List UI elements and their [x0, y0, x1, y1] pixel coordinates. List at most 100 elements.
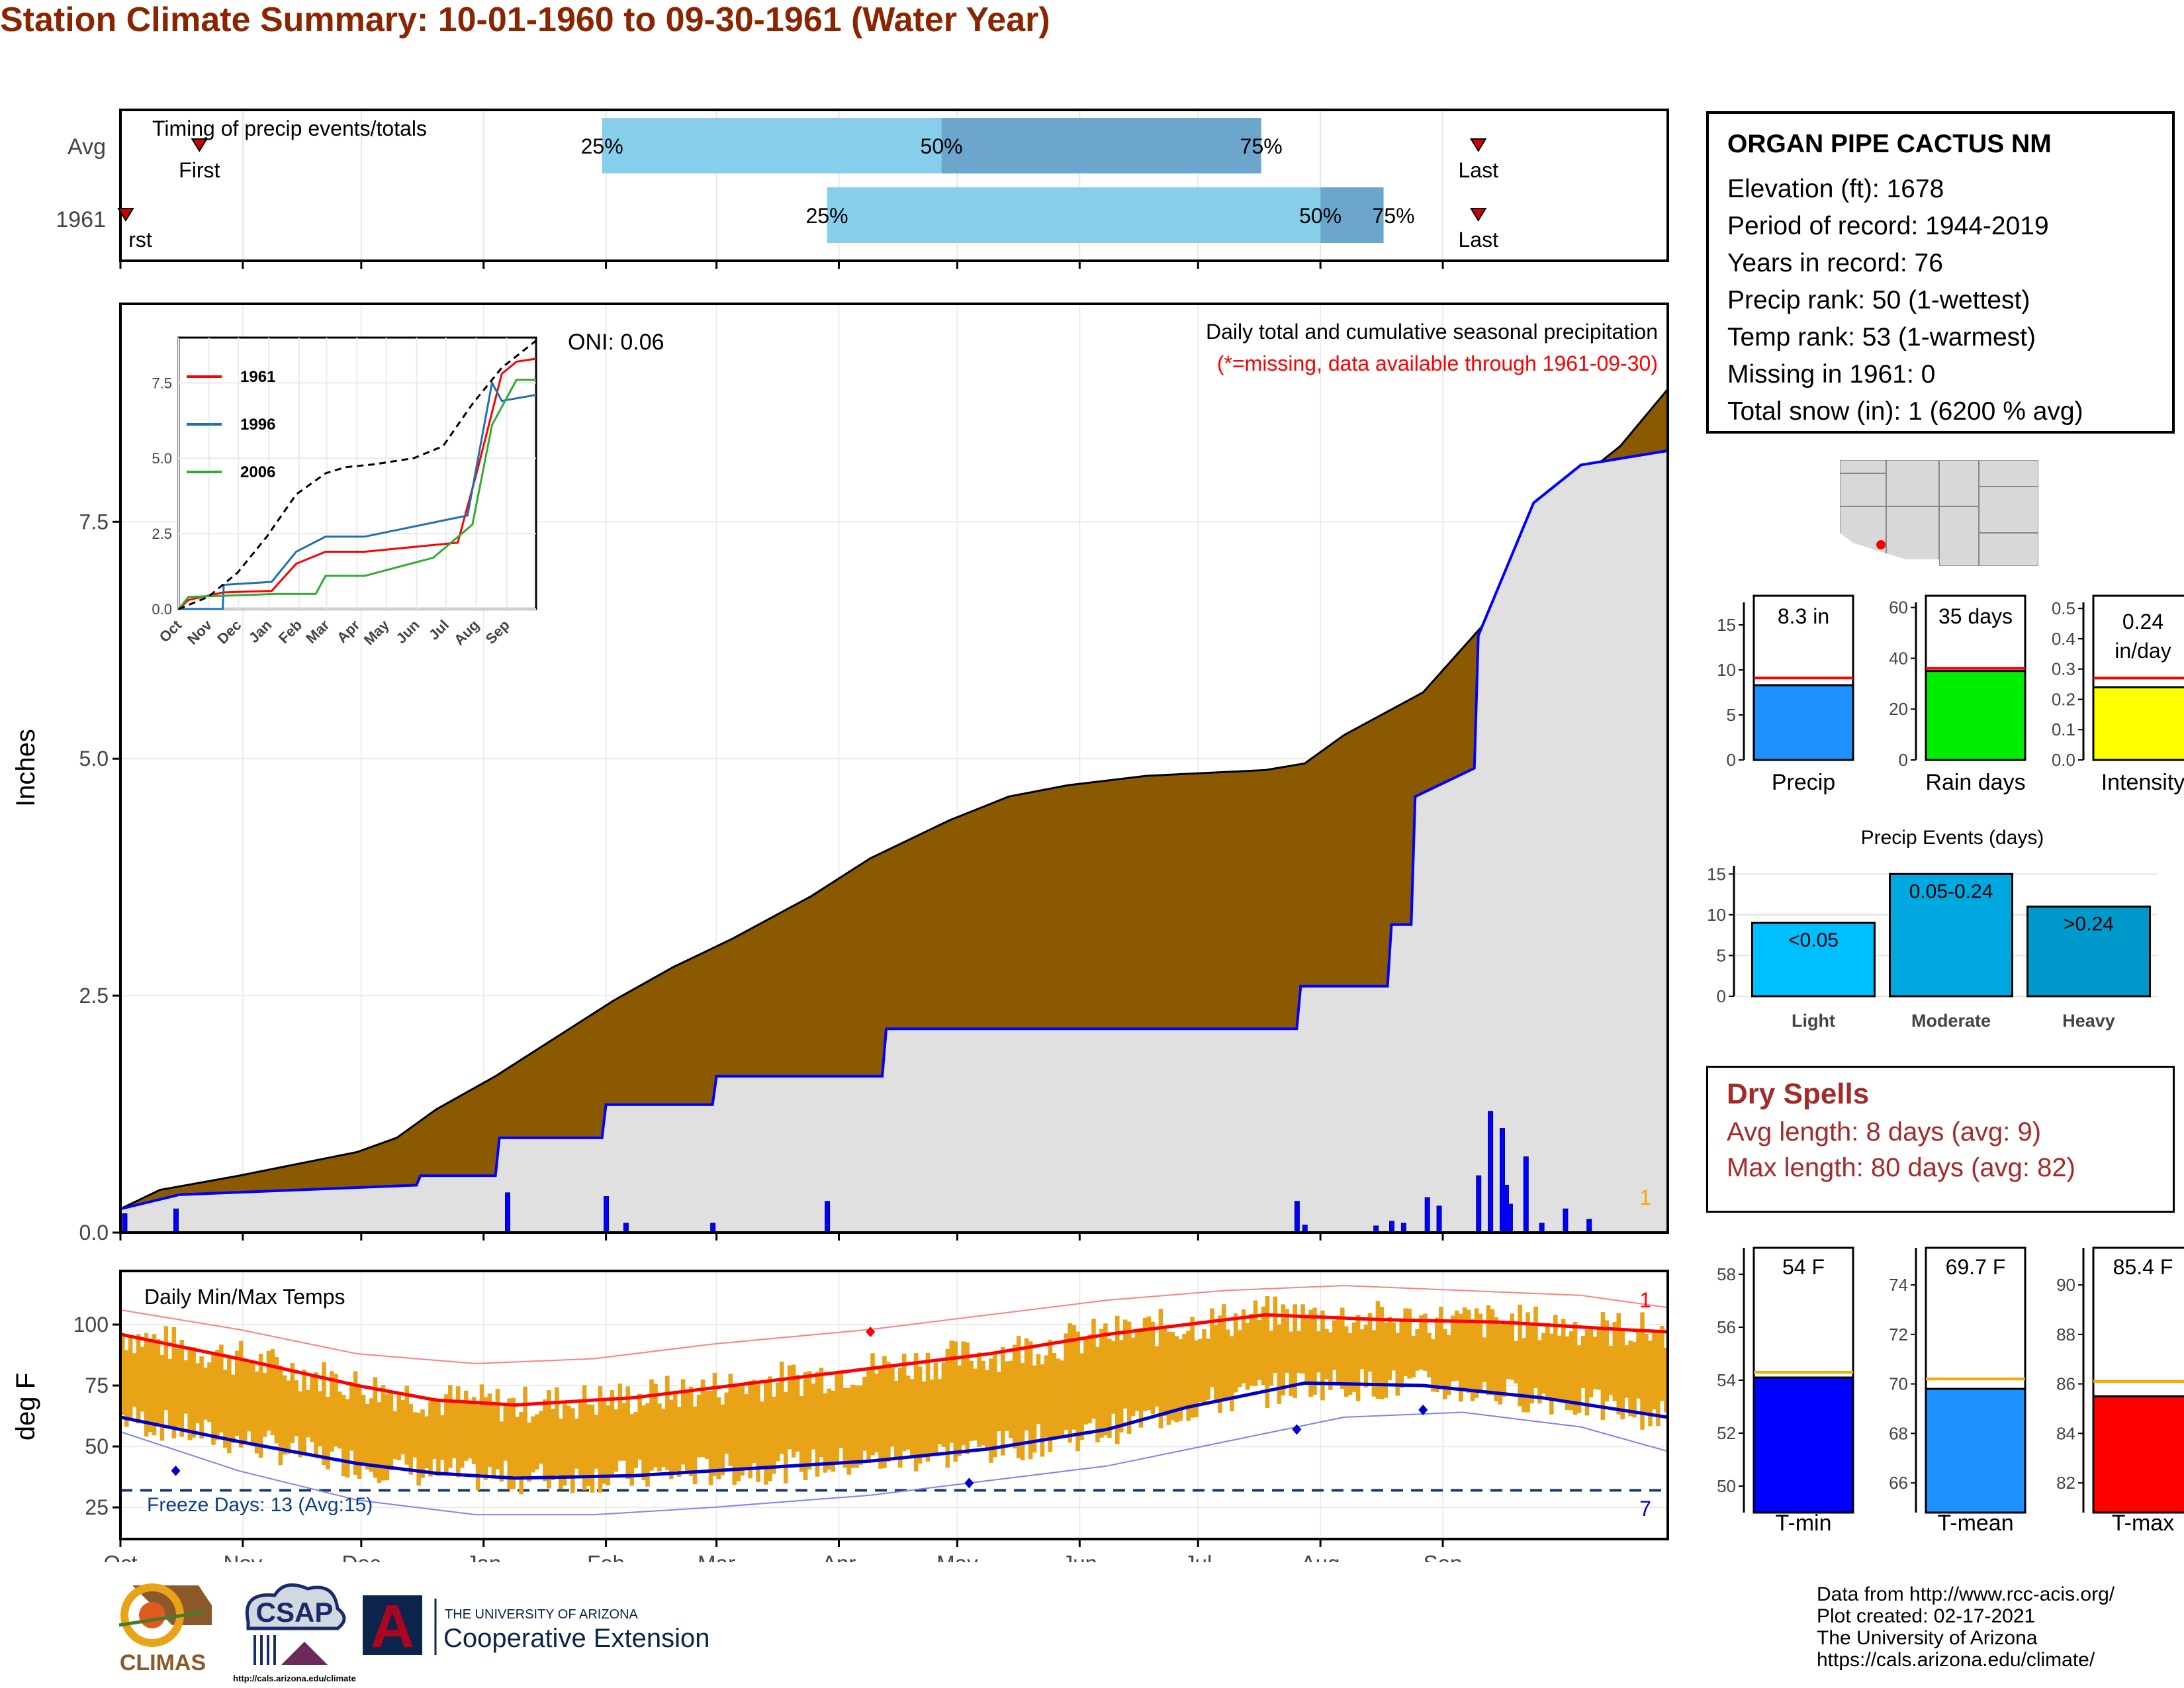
daily-temp-bar: [1466, 1309, 1471, 1393]
temp-panel-ytick-label: 58: [1717, 1264, 1736, 1284]
record-marker: [1292, 1424, 1302, 1435]
daily-temp-bar: [878, 1368, 883, 1469]
daily-temp-bar: [1580, 1336, 1586, 1388]
events-bar-label: >0.24: [2064, 914, 2114, 935]
daily-temp-bar: [1261, 1306, 1266, 1385]
daily-temp-bar: [625, 1386, 630, 1479]
daily-temp-bar: [850, 1384, 855, 1468]
daily-temp-bar: [278, 1365, 283, 1466]
events-ytick-label: 10: [1707, 905, 1726, 925]
daily-temp-bar: [459, 1401, 465, 1468]
daily-temp-bar: [673, 1390, 678, 1472]
daily-temp-bar: [487, 1393, 492, 1467]
daily-precip-bar: [825, 1201, 831, 1233]
daily-temp-bar: [1514, 1340, 1518, 1383]
daily-temp-bar: [1130, 1337, 1136, 1416]
daily-temp-bar: [203, 1368, 208, 1420]
daily-temp-bar: [1218, 1315, 1222, 1413]
daily-temp-bar: [1237, 1330, 1242, 1387]
daily-temp-bar: [1103, 1323, 1108, 1436]
daily-temp-bar: [369, 1398, 374, 1472]
daily-temp-bar: [191, 1347, 196, 1438]
daily-temp-bar: [199, 1356, 204, 1439]
inset-ytick-label: 7.5: [152, 375, 172, 391]
daily-temp-bar: [795, 1375, 800, 1452]
avg-tmax-line: [120, 1313, 1668, 1407]
daily-temp-bar: [1060, 1360, 1065, 1435]
daily-temp-bar: [870, 1353, 875, 1456]
temp-panel-name: T-mean: [1937, 1511, 2013, 1536]
temp-panel-ytick-label: 70: [1889, 1374, 1908, 1394]
daily-temp-bar: [1592, 1336, 1598, 1389]
month-label-jan: Jan: [466, 1551, 501, 1562]
daily-temp-bar: [977, 1352, 981, 1447]
daily-temp-bar: [148, 1340, 153, 1432]
daily-temp-bar: [250, 1363, 255, 1446]
daily-temp-bar: [1423, 1313, 1428, 1371]
daily-temp-bar: [124, 1350, 129, 1427]
daily-temp-bar: [1549, 1333, 1554, 1415]
daily-temp-bar: [570, 1408, 575, 1493]
daily-temp-bar: [227, 1358, 232, 1454]
daily-temp-bar: [1510, 1313, 1514, 1380]
events-ytick-label: 0: [1717, 986, 1726, 1006]
daily-temp-bar: [385, 1394, 390, 1481]
credit-url: https://cals.arizona.edu/climate/: [1817, 1649, 2095, 1671]
daily-temp-bar: [555, 1387, 559, 1476]
daily-temp-bar: [1411, 1336, 1416, 1378]
daily-temp-bar: [1285, 1309, 1290, 1373]
daily-temp-bar: [1297, 1331, 1301, 1374]
daily-temp-bar: [377, 1402, 382, 1483]
daily-temp-bar: [539, 1411, 543, 1464]
events-bar-moderate: [1889, 872, 2013, 998]
daily-temp-bar: [1300, 1304, 1305, 1374]
temp-ytick-label: 75: [85, 1374, 109, 1397]
daily-temp-bar: [1190, 1317, 1195, 1418]
temp-panel-ytick-label: 54: [1717, 1370, 1736, 1390]
daily-temp-bar: [1111, 1341, 1116, 1414]
record-marker: [171, 1465, 181, 1476]
temp-ytick-label: 100: [73, 1313, 109, 1336]
daily-temp-bar: [290, 1363, 295, 1443]
daily-temp-bar: [495, 1389, 500, 1470]
daily-temp-bar: [736, 1386, 741, 1481]
daily-precip-bar: [1507, 1203, 1513, 1233]
daily-temp-bar: [455, 1386, 461, 1477]
daily-temp-bar: [1320, 1310, 1325, 1401]
daily-temp-bar: [183, 1360, 188, 1414]
month-label-jun: Jun: [1062, 1551, 1097, 1562]
daily-temp-bar: [310, 1376, 314, 1442]
month-label-mar: Mar: [698, 1551, 735, 1562]
panel-name: Precip: [1772, 770, 1835, 795]
daily-temp-bar: [696, 1394, 702, 1458]
daily-temp-bar: [1363, 1324, 1369, 1388]
inset-legend-2006: 2006: [240, 463, 275, 481]
climas-logo: CLIMAS: [118, 1583, 212, 1675]
daily-temp-bar: [1419, 1315, 1424, 1370]
panel-ytick-label: 0: [1727, 750, 1736, 770]
daily-temp-bar: [231, 1374, 236, 1443]
daily-temp-bar: [318, 1391, 322, 1446]
daily-precip-bar: [1539, 1223, 1545, 1233]
daily-temp-bar: [989, 1358, 993, 1463]
events-bar-light: [1751, 921, 1876, 998]
daily-temp-bar: [1277, 1324, 1282, 1404]
daily-temp-bar: [543, 1399, 547, 1481]
daily-temp-bar: [1391, 1323, 1396, 1371]
daily-temp-bar: [1012, 1344, 1017, 1449]
panel-ytick-label: 40: [1889, 648, 1908, 668]
daily-temp-bar: [396, 1394, 402, 1460]
station-precip-rank: Precip rank: 50 (1-wettest): [1727, 286, 2030, 314]
daily-precip-bar: [173, 1208, 179, 1233]
daily-temp-bar: [1170, 1332, 1175, 1421]
record-high-count: 1: [1639, 1288, 1651, 1312]
ua-letter: A: [371, 1593, 414, 1660]
daily-precip-bar: [710, 1223, 716, 1233]
daily-precip-bar: [1294, 1201, 1300, 1233]
panel-ytick-label: 0.3: [2052, 659, 2075, 679]
daily-temp-bar: [282, 1375, 287, 1455]
daily-temp-bar: [234, 1350, 240, 1436]
daily-temp-bar: [1008, 1360, 1013, 1438]
temp-ytick-label: 25: [85, 1495, 109, 1519]
daily-temp-bar: [349, 1382, 354, 1451]
